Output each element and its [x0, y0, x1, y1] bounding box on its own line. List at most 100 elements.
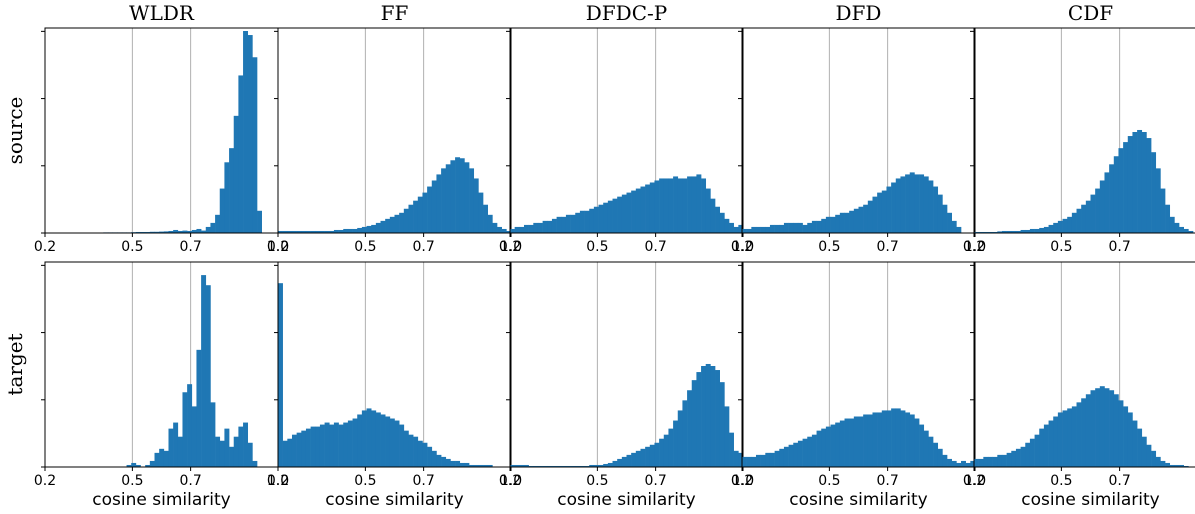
histogram-bar	[455, 460, 461, 467]
histogram-bar	[1160, 188, 1166, 233]
histogram-bar	[324, 422, 330, 467]
histogram-bar	[1043, 226, 1049, 233]
histogram-bar	[301, 430, 307, 467]
histogram-bar	[357, 414, 363, 467]
histogram-bar	[774, 450, 780, 467]
histogram-bar	[987, 456, 993, 467]
histogram-bar	[654, 180, 660, 233]
histogram-bar	[478, 464, 484, 467]
histogram-bar	[905, 174, 911, 233]
histogram-bar	[1113, 156, 1119, 233]
histogram-bar	[1095, 188, 1101, 233]
x-tick-label: 0.2	[731, 239, 753, 255]
histogram-bar	[1071, 212, 1077, 233]
histogram-bar	[742, 228, 747, 233]
histogram-bar	[347, 228, 353, 233]
histogram-bar	[205, 226, 211, 233]
histogram-bar	[839, 212, 845, 233]
histogram-bar	[145, 231, 151, 233]
histogram-bar	[510, 464, 515, 467]
histogram-bar	[542, 220, 548, 233]
histogram-bar	[598, 464, 604, 467]
histogram-bar	[835, 214, 841, 233]
axes-frame	[277, 27, 512, 234]
histogram-bar	[361, 410, 367, 467]
x-tick-label: 1.0	[964, 239, 986, 255]
histogram-bar	[956, 462, 962, 467]
histogram-bar	[1160, 460, 1166, 467]
histogram-bar	[519, 464, 525, 467]
x-tick-label: 0.5	[586, 239, 608, 255]
histogram-bar	[492, 222, 498, 233]
histogram-bar	[431, 180, 437, 233]
histogram-bar	[760, 226, 766, 233]
x-tick-label: 1.0	[964, 473, 986, 489]
histogram-bar	[1132, 420, 1138, 467]
histogram-bar	[357, 227, 363, 233]
histogram-bar	[905, 412, 911, 467]
histogram-bar	[881, 190, 887, 233]
histogram-bar	[677, 410, 683, 467]
histogram-bar	[626, 454, 632, 467]
histogram-bar	[774, 224, 780, 233]
x-tick-label: 0.7	[876, 473, 898, 489]
histogram-bar	[839, 420, 845, 467]
histogram-bar	[338, 229, 344, 233]
histogram-bar	[149, 231, 155, 233]
histogram-bar	[607, 200, 613, 233]
histogram-bar	[1118, 148, 1124, 233]
histogram-bar	[779, 448, 785, 467]
x-axis-label: cosine similarity	[1021, 490, 1159, 510]
histogram-bar	[997, 231, 1003, 233]
x-tick-label: 0.7	[412, 239, 434, 255]
histogram-bar	[445, 458, 451, 467]
histogram-bar	[427, 186, 433, 233]
histogram-bar	[1062, 218, 1068, 233]
histogram-bar	[296, 432, 302, 467]
histogram-bar	[797, 222, 803, 233]
histogram-bar	[593, 206, 599, 233]
histogram-bar	[710, 366, 716, 467]
histogram-bar	[1043, 424, 1049, 467]
histogram-bar	[436, 174, 442, 233]
histogram-bar	[413, 436, 419, 467]
histogram-bar	[710, 198, 716, 233]
histogram-bar	[779, 224, 785, 233]
histogram-bar	[394, 420, 400, 467]
histogram-bar	[724, 406, 730, 467]
histogram-bar	[1039, 227, 1045, 233]
histogram-bar	[315, 230, 321, 233]
histogram-bar	[895, 408, 901, 467]
histogram-bar	[729, 432, 734, 467]
histogram-bar	[1104, 388, 1110, 467]
histogram-bar	[900, 410, 906, 467]
column-title: WLDR	[129, 1, 195, 25]
histogram-bar	[210, 402, 216, 467]
histogram-bar	[173, 422, 179, 467]
x-tick-label: 0.2	[499, 239, 521, 255]
histogram-bar	[542, 465, 548, 467]
histogram-bar	[783, 222, 789, 233]
histogram-bar	[135, 231, 141, 233]
histogram-bar	[464, 462, 470, 467]
histogram-bar	[561, 216, 567, 233]
histogram-bar	[1011, 450, 1017, 467]
row-label: target	[3, 333, 27, 395]
histogram-bar	[469, 464, 475, 467]
histogram-bar	[338, 424, 344, 467]
x-axis-label: cosine similarity	[325, 490, 463, 510]
histogram-bar	[238, 75, 244, 233]
histogram-bar	[196, 228, 202, 233]
x-tick-label: 0.5	[818, 239, 840, 255]
histogram-bar	[830, 216, 836, 233]
histogram-bar	[755, 226, 761, 233]
histogram-bar	[867, 414, 873, 467]
histogram-bar	[389, 216, 395, 233]
x-tick-label: 0.5	[354, 239, 376, 255]
histogram-bar	[1109, 164, 1115, 233]
histogram-bar	[849, 210, 855, 233]
histogram-bar	[375, 222, 381, 233]
x-tick-label: 0.5	[1050, 473, 1072, 489]
histogram-bar	[891, 182, 897, 233]
histogram-bar	[691, 380, 697, 467]
